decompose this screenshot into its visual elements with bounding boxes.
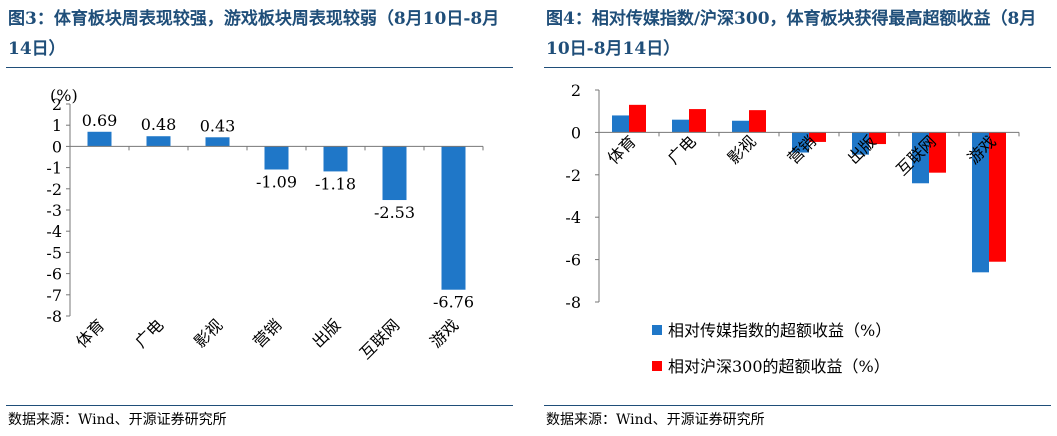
left-source-note: 数据来源：Wind、开源证券研究所 — [8, 412, 227, 428]
bar-data-label: -2.53 — [374, 203, 415, 222]
x-tick-label: 影视 — [190, 315, 226, 351]
y-tick-label: -2 — [46, 180, 62, 199]
left-figure-panel: 图3：体育板块周表现较强，游戏板块周表现较弱（8月10日-8月14日） (%) 2… — [0, 0, 519, 436]
right-title-divider — [544, 67, 1051, 68]
y-tick-label: 0 — [571, 123, 581, 142]
bar-vs-csi300 — [689, 109, 706, 133]
x-tick-label: 互联网 — [356, 315, 403, 362]
bar — [205, 137, 230, 147]
bar-vs-csi300 — [749, 110, 766, 133]
y-tick-label: -8 — [46, 307, 62, 326]
bar-vs-csi300 — [809, 132, 826, 142]
bar-vs-csi300 — [869, 132, 886, 145]
bar-vs-media-index — [792, 132, 809, 153]
x-tick-label: 影视 — [724, 132, 760, 168]
x-tick-label: 体育 — [72, 315, 108, 351]
bar-vs-media-index — [732, 120, 749, 133]
legend-swatch — [652, 325, 662, 335]
y-tick-label: -7 — [46, 286, 62, 305]
bar-vs-csi300 — [629, 104, 646, 133]
bar-data-label: 0.69 — [82, 111, 118, 130]
x-tick-label: 游戏 — [426, 315, 462, 351]
right-bottom-divider — [544, 405, 1051, 406]
left-bar-chart: (%)210-1-2-3-4-5-6-7-80.69 0.48 0.43-1.09-… — [46, 86, 484, 363]
y-tick-label: -4 — [565, 208, 581, 227]
bar — [87, 131, 112, 147]
y-tick-label: -6 — [565, 251, 581, 270]
y-tick-label: 1 — [52, 116, 62, 135]
legend-swatch — [652, 361, 662, 371]
bar — [146, 136, 171, 147]
right-source-note: 数据来源：Wind、开源证券研究所 — [546, 412, 765, 428]
y-tick-label: -1 — [46, 159, 62, 178]
y-tick-label: -5 — [46, 243, 62, 262]
x-tick-label: 营销 — [249, 315, 285, 351]
legend-label: 相对沪深300的超额收益（%） — [668, 357, 890, 376]
bar-vs-csi300 — [989, 132, 1006, 262]
bar — [382, 146, 407, 201]
bar-data-label: 0.48 — [141, 115, 177, 134]
x-tick-label: 体育 — [604, 132, 640, 168]
bar-vs-csi300 — [929, 132, 946, 173]
y-tick-label: -3 — [46, 201, 62, 220]
y-tick-label: 0 — [52, 137, 62, 156]
x-tick-label: 广电 — [664, 132, 700, 168]
bar — [264, 146, 289, 170]
bar-vs-media-index — [852, 132, 869, 155]
y-tick-label: -6 — [46, 265, 62, 284]
bar-vs-media-index — [972, 132, 989, 273]
y-tick-label: -2 — [565, 166, 581, 185]
bar-data-label: -6.76 — [433, 293, 474, 312]
left-title-divider — [6, 67, 513, 68]
left-bottom-divider — [6, 405, 513, 406]
y-axis-unit-label: (%) — [50, 86, 78, 105]
bar-data-label: 0.43 — [200, 116, 236, 135]
bar-vs-media-index — [612, 115, 629, 133]
bar-data-label: -1.09 — [256, 173, 297, 192]
bar — [323, 146, 348, 172]
right-figure-title: 图4：相对传媒指数/沪深300，体育板块获得最高超额收益（8月10日-8月14日… — [546, 9, 1037, 59]
bar-data-label: -1.18 — [315, 174, 356, 193]
y-tick-label: -4 — [46, 222, 62, 241]
bar — [441, 146, 466, 290]
left-figure-title: 图3：体育板块周表现较强，游戏板块周表现较弱（8月10日-8月14日） — [8, 9, 500, 59]
bar-vs-media-index — [912, 132, 929, 184]
right-bar-chart: 20-2-4-6-8体育 广电 影视 营销 出版 互联网 游戏相对传媒指数的超额收益（%）相… — [565, 81, 1020, 376]
y-tick-label: 2 — [571, 81, 581, 100]
legend-label: 相对传媒指数的超额收益（%） — [668, 321, 891, 340]
bar-vs-media-index — [672, 119, 689, 133]
right-figure-panel: 图4：相对传媒指数/沪深300，体育板块获得最高超额收益（8月10日-8月14日… — [538, 0, 1057, 436]
x-tick-label: 出版 — [308, 315, 344, 351]
y-tick-label: 2 — [52, 95, 62, 114]
y-tick-label: -8 — [565, 293, 581, 312]
x-tick-label: 广电 — [131, 315, 167, 351]
